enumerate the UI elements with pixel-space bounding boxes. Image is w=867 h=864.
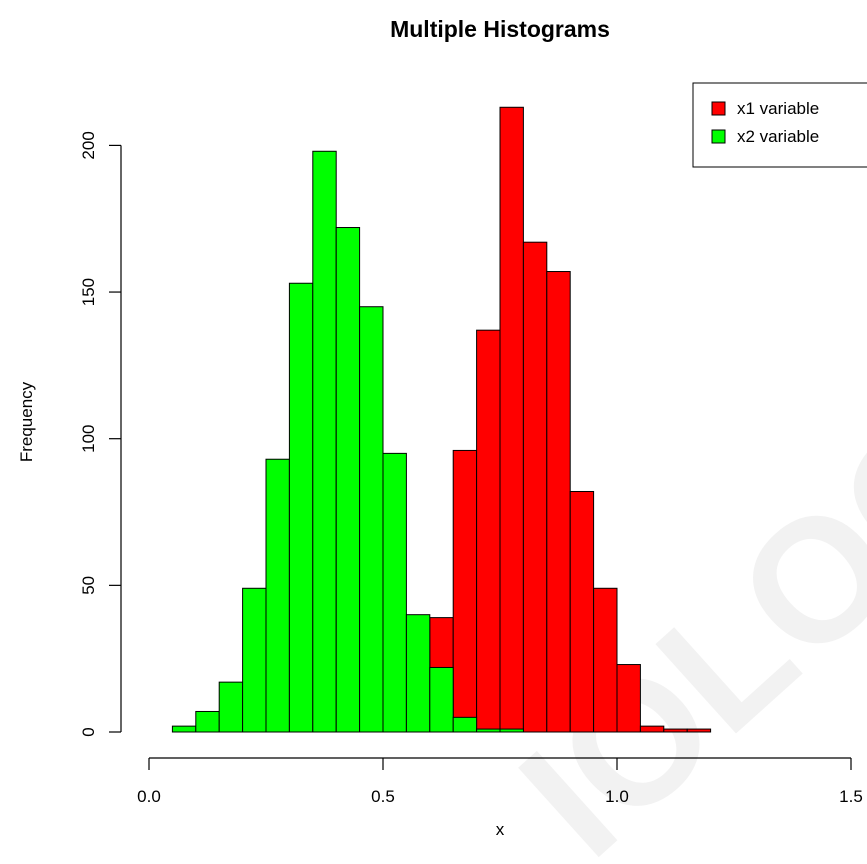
bar-x2-5 bbox=[288, 282, 314, 733]
bar-x2-4 bbox=[265, 458, 290, 733]
x-axis-label: x bbox=[496, 820, 505, 839]
bar-x1-3 bbox=[476, 329, 501, 733]
x-tick-label-0: 0.0 bbox=[137, 787, 161, 806]
bar-x2-14 bbox=[499, 728, 524, 733]
bar-x2-3 bbox=[242, 587, 267, 733]
bar-x1-8 bbox=[593, 587, 618, 733]
bar-x2-8 bbox=[359, 306, 384, 733]
bar-x2-12 bbox=[452, 716, 478, 733]
y-tick-label-3: 150 bbox=[79, 278, 98, 306]
y-tick-label-4: 200 bbox=[79, 131, 98, 159]
legend-label-1: x1 variable bbox=[737, 99, 819, 118]
bar-x2-6 bbox=[312, 150, 337, 733]
bar-x1-2 bbox=[452, 449, 478, 733]
bar-x2-11 bbox=[429, 666, 454, 733]
y-tick-label-2: 100 bbox=[79, 425, 98, 453]
bar-x2-9 bbox=[382, 452, 407, 733]
bar-x2-1 bbox=[195, 710, 220, 733]
bar-x2-7 bbox=[335, 227, 361, 733]
axes-layer: 0.0 0.5 1.0 1.5 0 50 100 150 200 bbox=[79, 131, 863, 806]
chart-title: Multiple Histograms bbox=[390, 16, 610, 42]
bar-x1-10 bbox=[639, 725, 665, 733]
legend-swatch-1 bbox=[711, 101, 726, 116]
bar-x1-9 bbox=[616, 664, 641, 733]
bar-x1-5 bbox=[522, 241, 548, 733]
bar-x2-10 bbox=[405, 614, 431, 733]
bar-x2-13 bbox=[476, 728, 501, 733]
legend-box bbox=[692, 82, 867, 168]
y-tick-label-1: 50 bbox=[79, 576, 98, 595]
bar-x1-11 bbox=[663, 728, 688, 733]
bar-x1-6 bbox=[546, 271, 571, 733]
bar-x1-4 bbox=[499, 106, 524, 733]
y-axis-label: Frequency bbox=[17, 381, 36, 462]
bar-x2-2 bbox=[218, 681, 244, 733]
legend: x1 variable x2 variable bbox=[692, 82, 867, 168]
x-tick-label-2: 1.0 bbox=[605, 787, 629, 806]
bar-x1-12 bbox=[686, 728, 712, 733]
bar-x2-0 bbox=[171, 725, 197, 733]
bars-layer bbox=[171, 106, 712, 733]
legend-swatch-2 bbox=[711, 129, 726, 144]
bar-x1-7 bbox=[569, 490, 595, 733]
x-tick-label-1: 0.5 bbox=[371, 787, 395, 806]
legend-label-2: x2 variable bbox=[737, 127, 819, 146]
x-tick-label-3: 1.5 bbox=[839, 787, 863, 806]
y-tick-label-0: 0 bbox=[79, 727, 98, 736]
